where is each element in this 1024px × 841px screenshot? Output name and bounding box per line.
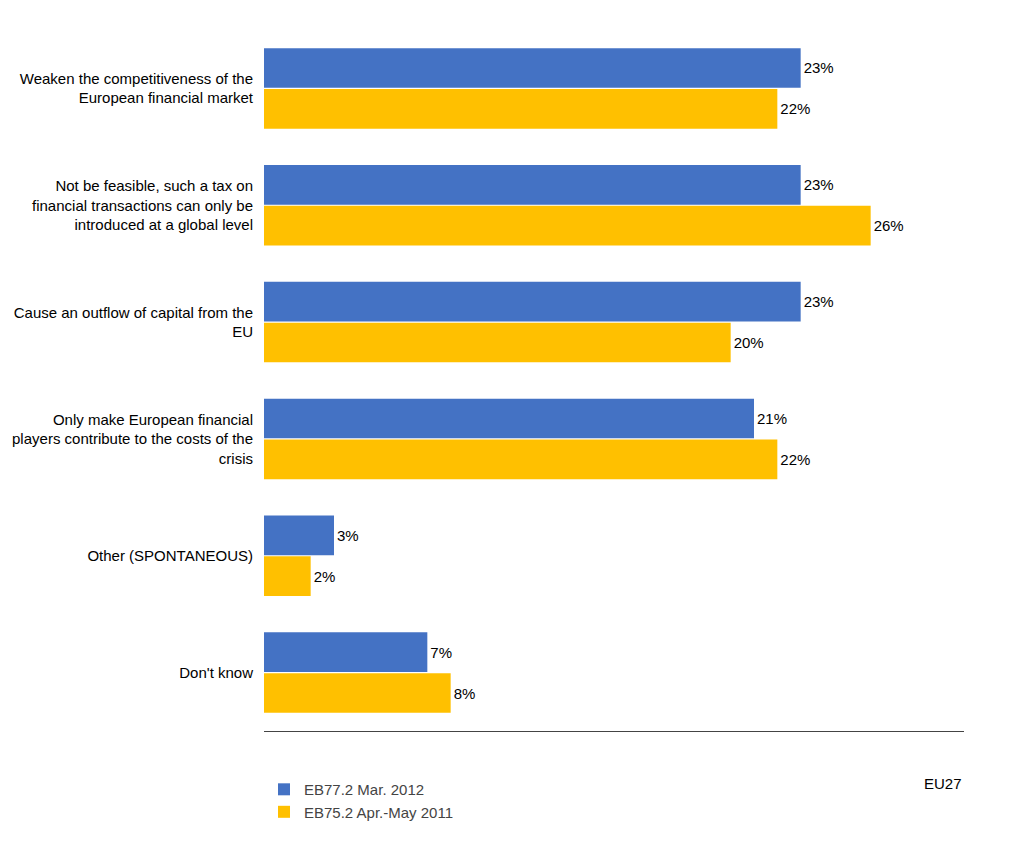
svg-text:Not be feasible, such a tax on: Not be feasible, such a tax onfinancial … [32,177,253,233]
svg-text:Don't know: Don't know [179,664,253,681]
svg-text:EB75.2 Apr.-May 2011: EB75.2 Apr.-May 2011 [304,804,453,821]
svg-text:EU27: EU27 [924,775,962,792]
svg-text:23%: 23% [804,293,834,310]
svg-text:22%: 22% [780,100,810,117]
svg-text:7%: 7% [430,644,452,661]
svg-text:8%: 8% [454,685,476,702]
svg-text:23%: 23% [804,176,834,193]
svg-text:3%: 3% [337,527,359,544]
svg-text:Only make European financialpl: Only make European financialplayers cont… [12,411,253,467]
svg-text:Weaken the competitiveness of: Weaken the competitiveness of theEuropea… [20,70,254,107]
svg-text:26%: 26% [874,217,904,234]
svg-text:EB77.2 Mar. 2012: EB77.2 Mar. 2012 [304,781,424,798]
svg-text:21%: 21% [757,410,787,427]
svg-text:20%: 20% [734,334,764,351]
svg-text:2%: 2% [314,568,336,585]
svg-text:23%: 23% [804,59,834,76]
svg-text:Cause an outflow of capital fr: Cause an outflow of capital from theEU [14,304,253,341]
svg-text:22%: 22% [780,451,810,468]
svg-text:Other (SPONTANEOUS): Other (SPONTANEOUS) [87,547,253,564]
